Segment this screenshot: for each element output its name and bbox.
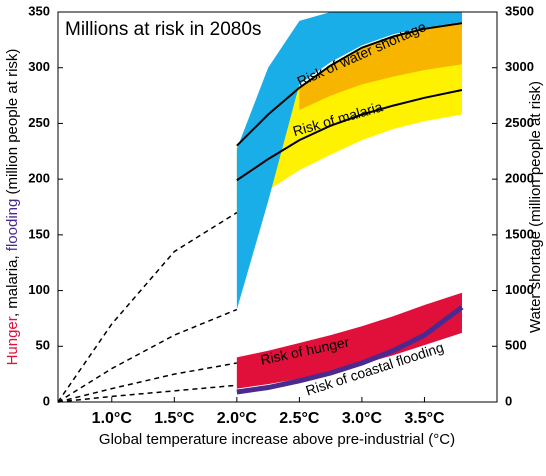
- dashed-line: [57, 211, 238, 403]
- y2-axis-label: Water shortage (million people at risk): [527, 81, 544, 333]
- x-tick-label: 3.0°C: [342, 410, 383, 427]
- y-axis-label-part: , malaria,: [4, 251, 21, 317]
- y-tick-label: 150: [28, 226, 50, 241]
- y-tick-label: 0: [43, 393, 50, 408]
- x-tick-label: 2.5°C: [279, 410, 320, 427]
- x-tick-label: 2.0°C: [217, 410, 258, 427]
- y-tick-label: 100: [28, 282, 50, 297]
- plot-frame: [57, 11, 498, 403]
- y-tick-label: 50: [36, 338, 50, 353]
- dashed-line: [57, 308, 238, 403]
- x-tick-label: 1.0°C: [92, 410, 133, 427]
- y2-tick-label: 0: [505, 393, 512, 408]
- y-tick-label: 250: [28, 115, 50, 130]
- line: [236, 89, 463, 182]
- band: [236, 12, 462, 310]
- y2-tick-label: 2000: [505, 171, 534, 186]
- band: [299, 23, 462, 111]
- y2-tick-label: 2500: [505, 115, 534, 130]
- y-axis-label-part: Hunger: [4, 316, 21, 365]
- y-axis-label-part: (million people at risk): [4, 49, 21, 199]
- y2-tick-label: 3500: [505, 3, 534, 18]
- y-axis-label: Hunger, malaria, flooding (million peopl…: [4, 49, 21, 366]
- y-axis-label-part: flooding: [4, 199, 21, 252]
- line: [236, 22, 463, 147]
- chart-title: Millions at risk in 2080s: [65, 19, 261, 40]
- y2-tick-label: 1000: [505, 282, 534, 297]
- y-tick-label: 300: [28, 59, 50, 74]
- dashed-line: [57, 384, 237, 403]
- y2-tick-label: 500: [505, 338, 527, 353]
- x-tick-label: 3.5°C: [404, 410, 445, 427]
- y-tick-label: 200: [28, 171, 50, 186]
- x-axis-label: Global temperature increase above pre-in…: [99, 431, 455, 448]
- plot-area: [57, 12, 464, 403]
- line: [236, 305, 464, 395]
- band: [236, 292, 462, 389]
- y2-tick-label: 3000: [505, 59, 534, 74]
- y2-tick-label: 1500: [505, 226, 534, 241]
- y-tick-label: 350: [28, 3, 50, 18]
- dashed-line: [57, 362, 237, 403]
- x-tick-label: 1.5°C: [154, 410, 195, 427]
